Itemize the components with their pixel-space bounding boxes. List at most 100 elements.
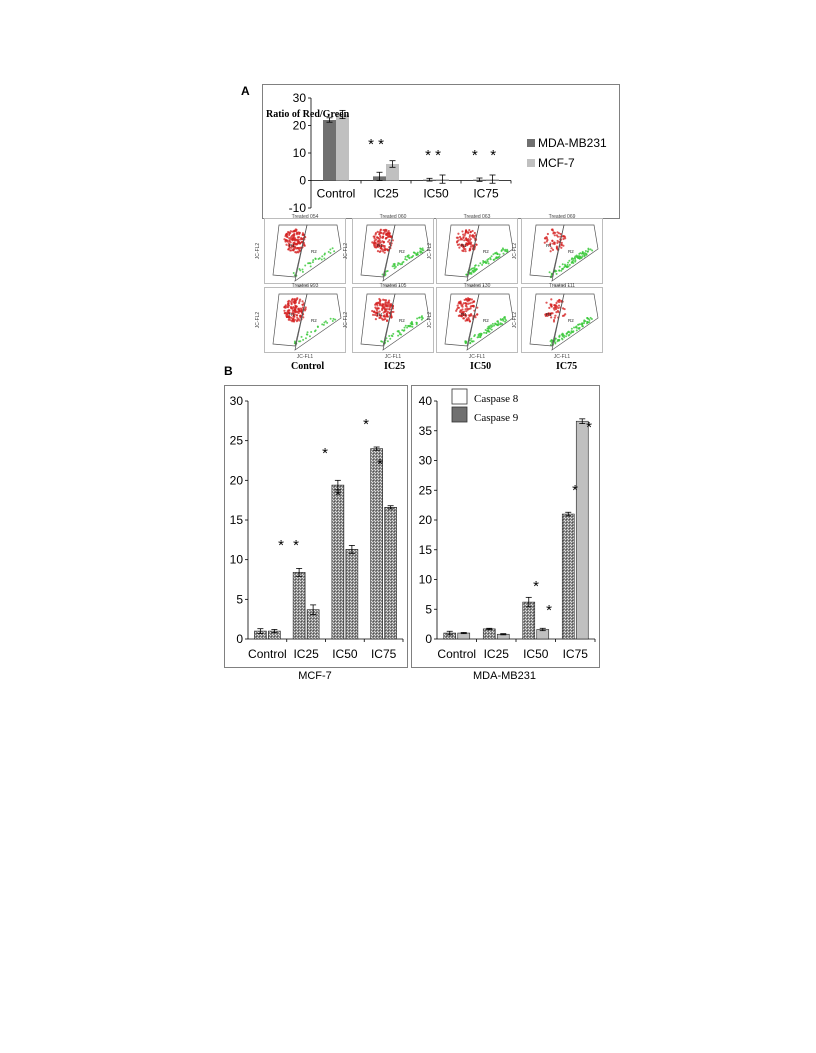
green-event	[468, 271, 471, 274]
green-event	[306, 331, 309, 334]
green-event	[479, 262, 482, 265]
panel-label-b: B	[224, 364, 233, 378]
green-event	[569, 332, 572, 335]
green-event	[505, 319, 508, 322]
red-event	[378, 237, 381, 241]
red-event	[288, 309, 291, 312]
red-event	[375, 246, 378, 249]
green-event	[486, 259, 489, 262]
red-event	[283, 306, 286, 309]
green-event	[492, 258, 495, 261]
flow-y-axis-label: JC-FL2	[512, 312, 518, 329]
green-event	[301, 268, 304, 271]
green-event	[386, 270, 389, 273]
gate-r2	[551, 224, 599, 282]
y-tick-label: 10	[293, 146, 307, 160]
green-event	[314, 257, 317, 260]
flow-scatter: Treated 111 JC-FL2 JC-FL1 R1 R2	[512, 283, 599, 360]
red-event	[456, 236, 460, 239]
significance-marker: *	[322, 445, 328, 462]
red-event	[463, 239, 466, 242]
green-event	[300, 335, 303, 338]
red-event	[289, 249, 292, 252]
green-event	[394, 265, 397, 268]
green-event	[317, 258, 320, 261]
red-event	[290, 246, 293, 249]
gate-label: R2	[399, 249, 405, 254]
green-event	[397, 334, 400, 337]
red-event	[374, 302, 378, 305]
green-event	[420, 318, 423, 321]
green-event	[465, 273, 468, 276]
red-event	[379, 229, 382, 232]
red-event	[389, 306, 392, 309]
red-event	[291, 230, 294, 233]
x-tick-label: IC50	[423, 187, 449, 201]
green-event	[396, 264, 399, 267]
red-event	[460, 304, 463, 307]
green-event	[589, 248, 592, 251]
bar	[386, 164, 399, 181]
red-event	[546, 232, 549, 236]
green-event	[483, 260, 486, 263]
gate-r2	[466, 224, 514, 282]
red-event	[562, 244, 565, 247]
green-event	[494, 323, 497, 326]
red-event	[473, 231, 476, 235]
green-event	[580, 256, 583, 259]
green-event	[563, 263, 566, 266]
green-event	[396, 330, 399, 333]
red-event	[470, 314, 473, 317]
red-event	[555, 245, 559, 248]
green-event	[565, 335, 568, 338]
red-event	[545, 301, 548, 304]
significance-marker: * *	[472, 147, 496, 164]
green-event	[502, 319, 505, 322]
flow-scatter: Treated 105 JC-FL2 JC-FL1 R1 R2	[343, 283, 430, 360]
red-event	[554, 306, 557, 309]
red-event	[287, 318, 290, 321]
green-event	[393, 262, 396, 265]
green-event	[494, 252, 497, 255]
red-event	[383, 251, 386, 254]
red-event	[298, 309, 301, 312]
flow-y-axis-label: JC-FL2	[512, 243, 518, 260]
green-event	[486, 329, 489, 332]
green-event	[304, 337, 307, 340]
green-event	[548, 271, 551, 274]
red-event	[557, 306, 560, 310]
y-tick-label: 5	[236, 592, 243, 606]
green-event	[490, 324, 493, 327]
green-event	[292, 271, 295, 274]
red-event	[390, 316, 393, 319]
red-event	[555, 311, 558, 314]
green-event	[404, 255, 407, 258]
green-event	[329, 317, 332, 320]
red-event	[551, 248, 555, 251]
red-event	[381, 304, 384, 307]
red-event	[287, 312, 290, 315]
red-event	[291, 248, 295, 252]
red-event	[557, 304, 561, 307]
red-event	[383, 231, 386, 234]
green-event	[304, 264, 307, 267]
red-event	[384, 233, 388, 236]
red-event	[283, 309, 286, 312]
mda-caspase-chart: 0 5 10 15 20 25 30 35 40 Control IC25 IC50 IC75 Caspa…	[419, 388, 596, 661]
green-event	[474, 269, 477, 272]
red-event	[546, 314, 549, 318]
red-event	[387, 240, 390, 243]
green-event	[478, 334, 481, 337]
red-event	[383, 310, 387, 313]
legend-label: MDA-MB231	[538, 136, 607, 150]
red-event	[378, 250, 381, 254]
red-event	[375, 236, 379, 239]
flow-x-axis-label: JC-FL1	[297, 354, 314, 360]
red-event	[298, 300, 301, 303]
significance-marker: *	[335, 487, 341, 504]
green-event	[478, 332, 481, 335]
green-event	[555, 270, 558, 273]
green-event	[571, 257, 574, 260]
legend-swatch	[527, 159, 535, 167]
